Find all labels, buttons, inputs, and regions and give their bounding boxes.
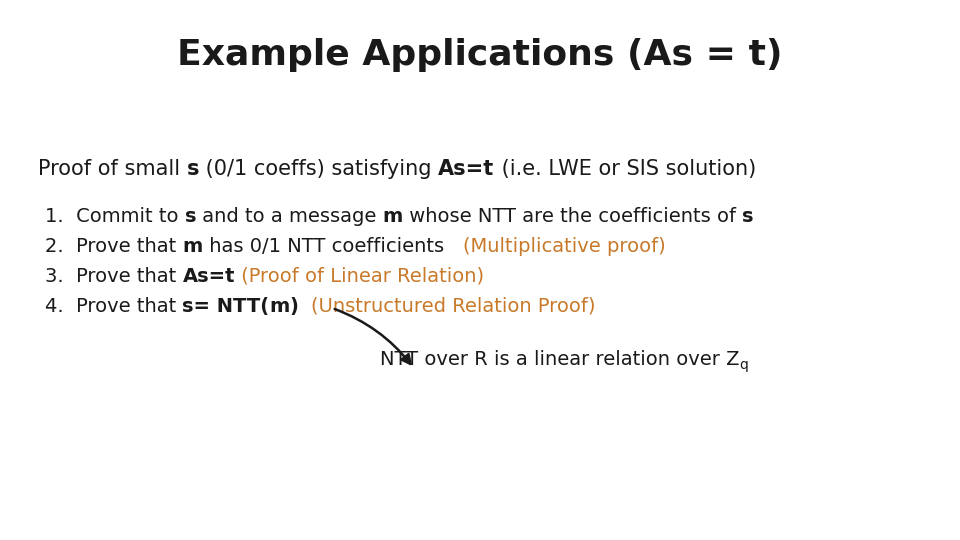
Text: (Unstructured Relation Proof): (Unstructured Relation Proof) bbox=[311, 297, 596, 316]
Text: q: q bbox=[739, 358, 749, 372]
Text: As=t: As=t bbox=[439, 159, 494, 179]
Text: (Proof of Linear Relation): (Proof of Linear Relation) bbox=[235, 267, 484, 286]
Text: and to a message: and to a message bbox=[196, 207, 383, 226]
Text: m: m bbox=[383, 207, 403, 226]
Text: has 0/1 NTT coefficients: has 0/1 NTT coefficients bbox=[203, 237, 463, 256]
Text: Proof of small: Proof of small bbox=[38, 159, 187, 179]
Text: m: m bbox=[270, 297, 290, 316]
Text: (i.e. LWE or SIS solution): (i.e. LWE or SIS solution) bbox=[494, 159, 756, 179]
Text: ): ) bbox=[290, 297, 299, 316]
Text: 3.  Prove that: 3. Prove that bbox=[45, 267, 182, 286]
Text: NTT over R is a linear relation over Z: NTT over R is a linear relation over Z bbox=[380, 350, 739, 369]
Text: 4.  Prove that: 4. Prove that bbox=[45, 297, 182, 316]
Text: m: m bbox=[182, 237, 203, 256]
Text: s: s bbox=[187, 159, 200, 179]
Text: As=t: As=t bbox=[182, 267, 235, 286]
Text: s: s bbox=[742, 207, 754, 226]
Text: s= NTT(: s= NTT( bbox=[182, 297, 270, 316]
Text: 2.  Prove that: 2. Prove that bbox=[45, 237, 182, 256]
Text: (Multiplicative proof): (Multiplicative proof) bbox=[463, 237, 665, 256]
Text: whose NTT are the coefficients of: whose NTT are the coefficients of bbox=[403, 207, 742, 226]
Text: (0/1 coeffs) satisfying: (0/1 coeffs) satisfying bbox=[200, 159, 439, 179]
Text: s: s bbox=[184, 207, 196, 226]
Text: 1.  Commit to: 1. Commit to bbox=[45, 207, 184, 226]
Text: Example Applications (As = t): Example Applications (As = t) bbox=[178, 38, 782, 72]
